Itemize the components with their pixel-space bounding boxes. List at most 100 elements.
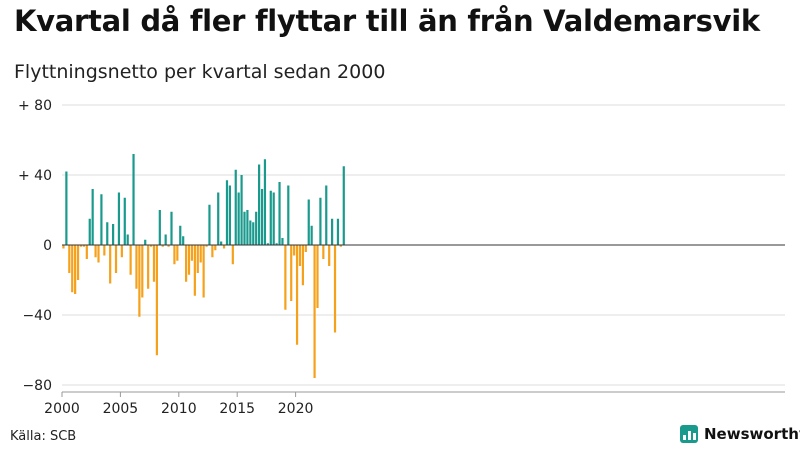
bar (325, 185, 328, 245)
grid-lines (62, 104, 785, 386)
bar (65, 171, 68, 245)
bar (258, 164, 261, 245)
bar (298, 245, 302, 266)
bar (123, 197, 126, 245)
bar (328, 245, 331, 266)
bar (176, 245, 179, 261)
bar (304, 245, 307, 252)
bar (152, 245, 156, 282)
bar (336, 218, 340, 245)
bar (269, 190, 272, 245)
bar (88, 218, 91, 245)
source-note: Källa: SCB (10, 429, 77, 444)
bar (190, 245, 194, 261)
bar (62, 245, 65, 249)
bar (228, 185, 231, 245)
bar (316, 245, 319, 308)
bar (114, 245, 118, 273)
bar (117, 192, 121, 245)
bar (158, 210, 161, 245)
bar (149, 245, 153, 247)
bar (275, 243, 278, 245)
bar (293, 245, 296, 256)
bar (243, 211, 246, 245)
x-tick-label: 2020 (278, 401, 314, 417)
bar (287, 185, 290, 245)
y-tick-label: −40 (22, 308, 52, 324)
bar (281, 238, 284, 245)
bar (278, 182, 281, 245)
bar (220, 241, 223, 245)
bar (205, 245, 208, 247)
bar (307, 199, 310, 245)
bar (144, 239, 147, 245)
bar (71, 245, 74, 293)
bar (94, 245, 97, 258)
bar (339, 245, 342, 247)
bar (249, 220, 252, 245)
chart-title: Kvartal då fler flyttar till än från Val… (14, 4, 760, 38)
brand-name: Newsworthy (704, 425, 800, 443)
bar (310, 225, 313, 245)
bar (100, 194, 103, 245)
bar (141, 245, 144, 298)
bar (185, 245, 188, 282)
axes: + 80 + 40 0 −40 −80 2000 2005 2010 2015 2020 (18, 98, 785, 417)
bar (85, 245, 88, 259)
bar (76, 245, 80, 280)
bar (301, 245, 304, 286)
bar (106, 222, 109, 245)
bar (217, 192, 220, 245)
bar (97, 245, 100, 263)
bar (82, 245, 85, 247)
bar (214, 245, 217, 251)
bar (222, 245, 226, 249)
bar (68, 245, 71, 273)
x-tick-label: 2005 (103, 401, 139, 417)
bar (103, 245, 106, 256)
bar (231, 245, 234, 265)
bar (202, 245, 205, 298)
bar (187, 245, 191, 275)
bar (126, 234, 129, 245)
bar (246, 210, 249, 245)
bar (333, 245, 337, 333)
x-tick-label: 2015 (219, 401, 255, 417)
bar (74, 245, 77, 294)
bar (135, 245, 138, 289)
bar (211, 245, 214, 258)
bar (170, 211, 173, 245)
bar (109, 245, 112, 284)
bar (179, 225, 182, 245)
brand-logo: Newsworthy (680, 425, 800, 443)
bar (284, 245, 287, 310)
bar (237, 192, 240, 245)
x-tick-label: 2010 (161, 401, 197, 417)
y-tick-label: −80 (22, 378, 52, 394)
chart-subtitle: Flyttningsnetto per kvartal sedan 2000 (14, 61, 386, 83)
bar (182, 236, 185, 245)
bar (164, 234, 167, 245)
bar (208, 204, 211, 245)
bar (138, 245, 141, 317)
bars (62, 154, 345, 378)
bar (129, 245, 132, 275)
bar (290, 245, 293, 301)
bar (252, 222, 255, 245)
bar (331, 218, 334, 245)
y-tick-label: 0 (43, 238, 52, 254)
bar (173, 245, 176, 265)
bar (112, 224, 115, 245)
bar (132, 154, 135, 245)
bar (295, 245, 299, 345)
bar (91, 189, 94, 245)
bar (272, 192, 275, 245)
bar (155, 245, 158, 356)
bar (322, 245, 325, 259)
bar (342, 166, 345, 245)
bar (313, 245, 316, 378)
y-tick-label: + 80 (18, 98, 52, 114)
bar (260, 189, 264, 245)
newsworthy-logo-icon (680, 425, 698, 443)
